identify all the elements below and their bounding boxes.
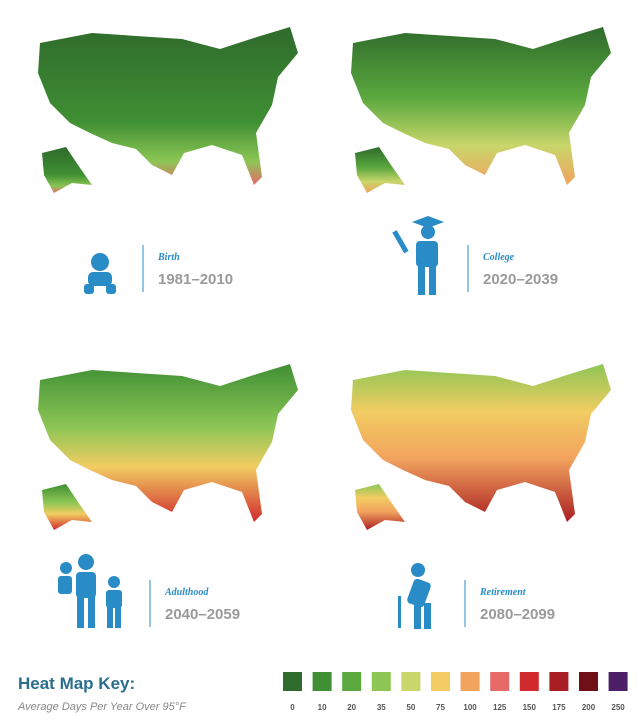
key-label: 10 [318, 703, 327, 712]
stage-label: Birth [157, 252, 180, 263]
key-label: 175 [552, 703, 566, 712]
key-label: 200 [582, 703, 596, 712]
key-label: 20 [347, 703, 356, 712]
key-swatch [342, 672, 362, 691]
key-title: Heat Map Key: [18, 674, 135, 693]
key-label: 0 [290, 703, 295, 712]
period-label: 2080–2099 [480, 606, 555, 623]
key-label: 250 [611, 703, 625, 712]
map [38, 364, 298, 530]
graduate-icon [392, 216, 444, 295]
key-swatch [549, 672, 569, 691]
key-label: 150 [523, 703, 537, 712]
key-label: 75 [436, 703, 445, 712]
map [38, 27, 298, 193]
family-icon [58, 554, 122, 628]
key-swatch [283, 672, 302, 691]
key-swatch [312, 672, 332, 691]
key-swatch [608, 672, 628, 691]
period-label: 2020–2039 [483, 271, 558, 288]
key-swatch [519, 672, 539, 691]
key-label: 125 [493, 703, 507, 712]
key-label: 35 [377, 703, 386, 712]
key-swatch [579, 672, 598, 691]
key-swatch [371, 672, 391, 691]
baby-icon [84, 253, 116, 294]
heat-key: 0 10 20 35 50 75 100 125 150 175 200 250 [283, 672, 628, 712]
key-swatch [431, 672, 450, 691]
stage-label: Adulthood [164, 587, 209, 598]
map [351, 364, 611, 530]
stage-label: College [483, 252, 515, 263]
key-swatch [401, 672, 421, 691]
key-subtitle: Average Days Per Year Over 95°F [17, 701, 187, 713]
key-swatch [490, 672, 510, 691]
key-label: 50 [406, 703, 415, 712]
elder-icon [398, 563, 431, 629]
period-label: 1981–2010 [158, 271, 233, 288]
key-swatch [460, 672, 480, 691]
period-label: 2040–2059 [165, 606, 240, 623]
map [351, 27, 611, 193]
key-label: 100 [463, 703, 477, 712]
stage-label: Retirement [479, 587, 527, 598]
